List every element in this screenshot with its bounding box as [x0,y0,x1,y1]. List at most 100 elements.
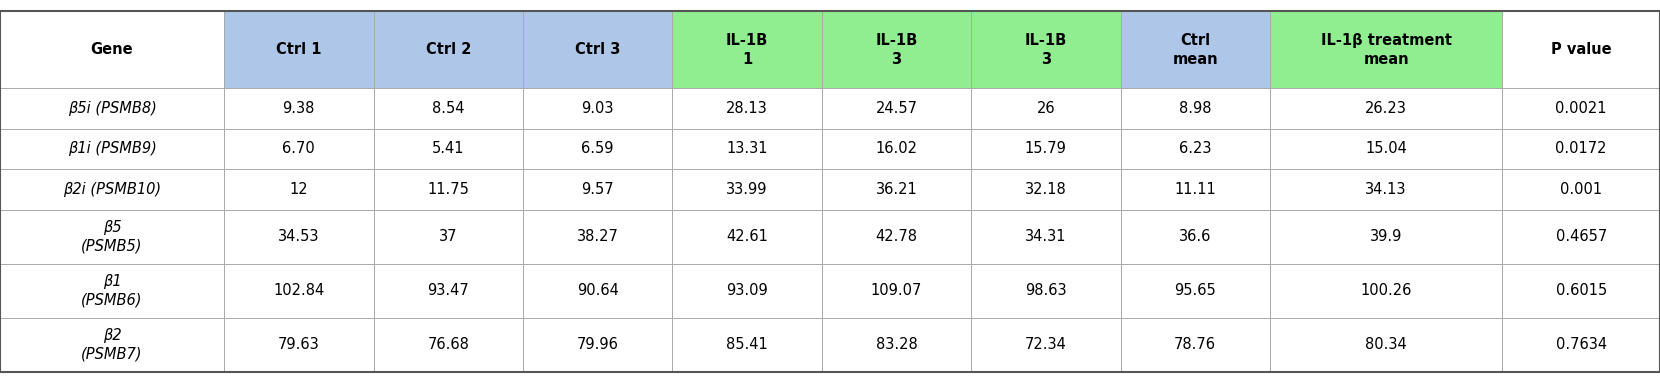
Bar [1270,264,1502,318]
Text: 34.13: 34.13 [1365,182,1408,197]
Bar [1120,129,1270,169]
Bar [822,88,971,129]
Text: 85.41: 85.41 [725,337,769,352]
Bar [0,11,224,88]
Bar [0,210,224,264]
Bar [523,129,672,169]
Bar [971,129,1120,169]
Bar [1120,264,1270,318]
Bar [1502,88,1660,129]
Text: 80.34: 80.34 [1365,337,1408,352]
Bar [672,169,822,210]
Text: 6.70: 6.70 [282,141,315,156]
Bar [523,88,672,129]
Bar [1270,210,1502,264]
Bar [1120,88,1270,129]
Bar [672,88,822,129]
Bar [224,129,374,169]
Text: 0.4657: 0.4657 [1555,229,1607,244]
Text: 93.47: 93.47 [427,283,470,298]
Bar [374,264,523,318]
Bar [224,264,374,318]
Text: 72.34: 72.34 [1024,337,1067,352]
Text: 98.63: 98.63 [1024,283,1067,298]
Text: 11.11: 11.11 [1174,182,1217,197]
Text: 36.6: 36.6 [1179,229,1212,244]
Text: 38.27: 38.27 [576,229,619,244]
Text: 0.0172: 0.0172 [1555,141,1607,156]
Bar [1270,318,1502,372]
Text: 109.07: 109.07 [872,283,921,298]
Bar [971,88,1120,129]
Text: 42.61: 42.61 [725,229,769,244]
Bar [1502,264,1660,318]
Bar [971,318,1120,372]
Text: 0.7634: 0.7634 [1555,337,1607,352]
Text: β2i (PSMB10): β2i (PSMB10) [63,182,161,197]
Text: 37: 37 [438,229,458,244]
Bar [523,169,672,210]
Text: 26.23: 26.23 [1365,101,1408,116]
Text: 79.96: 79.96 [576,337,619,352]
Text: 15.04: 15.04 [1365,141,1408,156]
Bar [1502,318,1660,372]
Bar [822,129,971,169]
Text: 42.78: 42.78 [875,229,918,244]
Bar [1120,318,1270,372]
Bar [0,169,224,210]
Text: 100.26: 100.26 [1361,283,1411,298]
Bar [672,129,822,169]
Text: β5i (PSMB8): β5i (PSMB8) [68,101,156,116]
Bar [0,129,224,169]
Text: β2
(PSMB7): β2 (PSMB7) [81,328,143,362]
Text: IL-1B
3: IL-1B 3 [875,33,918,67]
Bar [374,88,523,129]
Text: 33.99: 33.99 [727,182,767,197]
Text: 5.41: 5.41 [432,141,465,156]
Text: 78.76: 78.76 [1174,337,1217,352]
Text: 90.64: 90.64 [576,283,619,298]
Bar [224,169,374,210]
Text: 36.21: 36.21 [875,182,918,197]
Bar [1502,129,1660,169]
Text: 24.57: 24.57 [875,101,918,116]
Bar [672,11,822,88]
Text: 9.03: 9.03 [581,101,614,116]
Text: Ctrl 2: Ctrl 2 [425,42,471,57]
Text: 95.65: 95.65 [1174,283,1217,298]
Bar [374,210,523,264]
Text: 12: 12 [289,182,309,197]
Bar [1502,11,1660,88]
Bar [0,318,224,372]
Text: IL-1B
3: IL-1B 3 [1024,33,1067,67]
Bar [822,318,971,372]
Bar [822,210,971,264]
Bar [523,264,672,318]
Bar [374,169,523,210]
Bar [1270,169,1502,210]
Text: 13.31: 13.31 [727,141,767,156]
Text: β1i (PSMB9): β1i (PSMB9) [68,141,156,156]
Bar [822,11,971,88]
Bar [0,264,224,318]
Text: 83.28: 83.28 [875,337,918,352]
Text: 34.53: 34.53 [277,229,319,244]
Text: 26: 26 [1036,101,1056,116]
Text: 9.38: 9.38 [282,101,315,116]
Text: 16.02: 16.02 [875,141,918,156]
Bar [224,88,374,129]
Text: β5
(PSMB5): β5 (PSMB5) [81,220,143,254]
Text: Ctrl 1: Ctrl 1 [276,42,322,57]
Text: 8.54: 8.54 [432,101,465,116]
Bar [672,318,822,372]
Bar [523,210,672,264]
Text: β1
(PSMB6): β1 (PSMB6) [81,274,143,308]
Bar [0,88,224,129]
Text: 79.63: 79.63 [277,337,320,352]
Bar [822,169,971,210]
Text: IL-1B
1: IL-1B 1 [725,33,769,67]
Text: Gene: Gene [91,42,133,57]
Bar [971,169,1120,210]
Text: Ctrl
mean: Ctrl mean [1172,33,1218,67]
Text: 0.6015: 0.6015 [1555,283,1607,298]
